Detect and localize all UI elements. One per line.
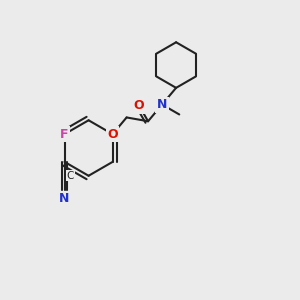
Text: N: N bbox=[157, 98, 167, 111]
Text: F: F bbox=[60, 128, 69, 141]
Text: N: N bbox=[59, 192, 70, 205]
Text: O: O bbox=[134, 99, 145, 112]
Text: O: O bbox=[107, 128, 118, 141]
Text: C: C bbox=[67, 171, 74, 181]
